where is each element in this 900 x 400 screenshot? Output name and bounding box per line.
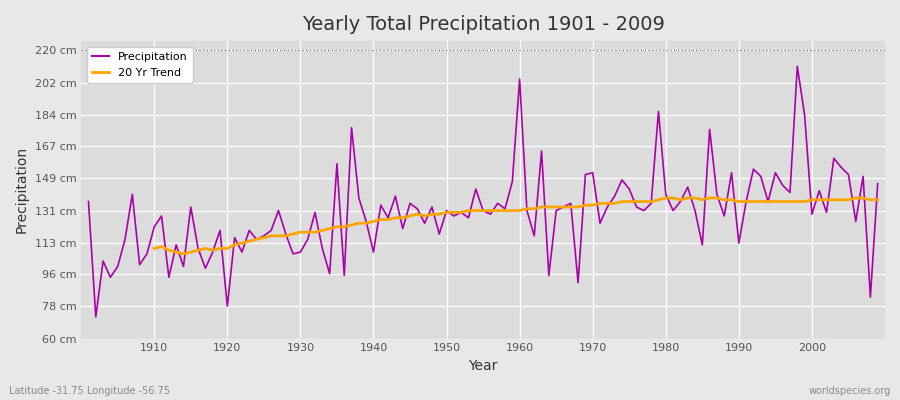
Title: Yearly Total Precipitation 1901 - 2009: Yearly Total Precipitation 1901 - 2009 [302, 15, 664, 34]
Text: worldspecies.org: worldspecies.org [809, 386, 891, 396]
X-axis label: Year: Year [468, 359, 498, 373]
Text: Latitude -31.75 Longitude -56.75: Latitude -31.75 Longitude -56.75 [9, 386, 170, 396]
Legend: Precipitation, 20 Yr Trend: Precipitation, 20 Yr Trend [86, 47, 194, 83]
Y-axis label: Precipitation: Precipitation [15, 146, 29, 234]
